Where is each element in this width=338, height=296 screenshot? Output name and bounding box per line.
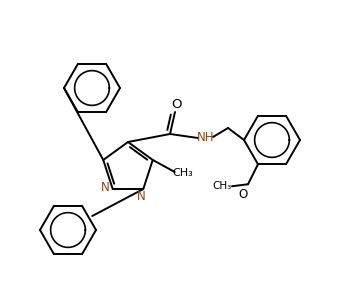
Text: O: O <box>171 97 181 110</box>
Text: N: N <box>137 189 146 202</box>
Text: NH: NH <box>197 131 215 144</box>
Text: N: N <box>101 181 110 194</box>
Text: CH₃: CH₃ <box>172 168 193 178</box>
Text: O: O <box>238 188 248 201</box>
Text: CH₃: CH₃ <box>212 181 232 191</box>
